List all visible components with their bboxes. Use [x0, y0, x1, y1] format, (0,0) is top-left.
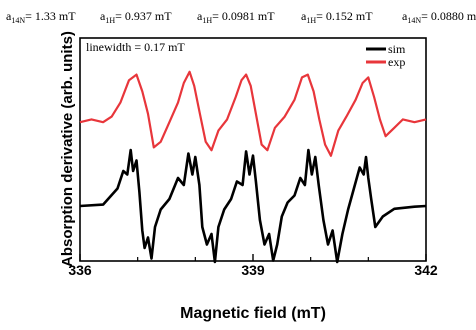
linewidth-annotation: linewidth = 0.17 mT — [86, 40, 185, 54]
parameter-header: a14N= 1.33 mT a1H= 0.937 mT a1H= 0.0981 mT… — [6, 9, 476, 25]
series-exp-line — [79, 70, 427, 157]
legend-label-exp: exp — [388, 55, 405, 69]
hyperfine-param: a14N= 0.0880 mT — [402, 9, 476, 25]
x-tick-label: 342 — [414, 262, 438, 278]
hyperfine-param: a14N= 1.33 mT — [6, 9, 76, 25]
hyperfine-param: a1H= 0.937 mT — [100, 9, 172, 25]
legend-label-sim: sim — [388, 42, 406, 56]
x-axis-ticks: 336 339 342 — [68, 254, 438, 278]
y-axis-label: Absorption derivative (arb. units) — [59, 31, 76, 267]
x-tick-label: 339 — [241, 262, 265, 278]
hyperfine-param: a1H= 0.152 mT — [301, 9, 373, 25]
x-axis-label: Magnetic field (mT) — [180, 305, 326, 322]
x-tick-label: 336 — [68, 262, 92, 278]
hyperfine-param: a1H= 0.0981 mT — [197, 9, 275, 25]
series-sim-line — [79, 148, 427, 264]
series-layer — [79, 70, 427, 264]
